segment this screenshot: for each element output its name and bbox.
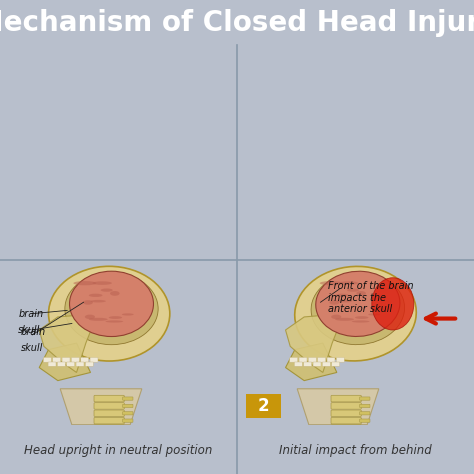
FancyBboxPatch shape xyxy=(360,419,370,422)
Ellipse shape xyxy=(329,300,339,305)
FancyBboxPatch shape xyxy=(239,262,472,425)
Polygon shape xyxy=(297,389,379,425)
Ellipse shape xyxy=(311,273,405,345)
FancyBboxPatch shape xyxy=(81,357,89,362)
Ellipse shape xyxy=(85,315,95,319)
FancyBboxPatch shape xyxy=(331,425,361,431)
Ellipse shape xyxy=(122,313,134,316)
FancyBboxPatch shape xyxy=(332,362,340,366)
Ellipse shape xyxy=(316,271,400,337)
Text: Front of the brain
impacts the
anterior skull: Front of the brain impacts the anterior … xyxy=(328,281,413,314)
Ellipse shape xyxy=(100,289,113,292)
FancyBboxPatch shape xyxy=(313,362,321,366)
Ellipse shape xyxy=(105,320,123,323)
Text: skull: skull xyxy=(18,325,41,335)
Ellipse shape xyxy=(83,300,93,305)
Polygon shape xyxy=(285,314,344,373)
FancyBboxPatch shape xyxy=(44,357,51,362)
Polygon shape xyxy=(285,343,337,381)
Text: 2: 2 xyxy=(257,397,269,415)
FancyBboxPatch shape xyxy=(94,395,124,402)
Text: skull: skull xyxy=(20,343,43,353)
FancyBboxPatch shape xyxy=(90,357,98,362)
FancyBboxPatch shape xyxy=(85,362,93,366)
FancyBboxPatch shape xyxy=(76,362,84,366)
FancyBboxPatch shape xyxy=(123,441,133,444)
Ellipse shape xyxy=(331,315,341,319)
Ellipse shape xyxy=(355,316,368,319)
FancyBboxPatch shape xyxy=(123,404,133,408)
FancyBboxPatch shape xyxy=(331,432,361,438)
FancyBboxPatch shape xyxy=(337,357,344,362)
FancyBboxPatch shape xyxy=(246,394,281,418)
Ellipse shape xyxy=(92,281,112,285)
FancyBboxPatch shape xyxy=(94,425,124,431)
FancyBboxPatch shape xyxy=(327,357,335,362)
Ellipse shape xyxy=(110,291,119,296)
Text: brain: brain xyxy=(18,309,43,319)
Ellipse shape xyxy=(89,318,108,321)
Ellipse shape xyxy=(320,281,343,285)
FancyBboxPatch shape xyxy=(360,441,370,444)
FancyBboxPatch shape xyxy=(360,434,370,437)
FancyBboxPatch shape xyxy=(290,357,298,362)
FancyBboxPatch shape xyxy=(94,439,124,446)
FancyBboxPatch shape xyxy=(62,357,70,362)
Ellipse shape xyxy=(335,294,349,297)
Ellipse shape xyxy=(352,320,370,323)
Ellipse shape xyxy=(335,318,354,321)
FancyBboxPatch shape xyxy=(53,357,61,362)
Text: Initial impact from behind: Initial impact from behind xyxy=(279,444,432,457)
Ellipse shape xyxy=(73,281,96,285)
FancyBboxPatch shape xyxy=(123,426,133,429)
Polygon shape xyxy=(39,343,91,381)
Ellipse shape xyxy=(368,313,380,316)
FancyBboxPatch shape xyxy=(299,357,307,362)
Text: Head upright in neutral position: Head upright in neutral position xyxy=(24,444,213,457)
FancyBboxPatch shape xyxy=(331,439,361,446)
FancyBboxPatch shape xyxy=(318,357,326,362)
Ellipse shape xyxy=(48,266,170,361)
FancyBboxPatch shape xyxy=(94,417,124,424)
Ellipse shape xyxy=(347,289,359,292)
FancyBboxPatch shape xyxy=(331,410,361,417)
FancyBboxPatch shape xyxy=(304,362,312,366)
FancyBboxPatch shape xyxy=(360,397,370,400)
Ellipse shape xyxy=(89,294,102,297)
FancyBboxPatch shape xyxy=(294,362,302,366)
FancyBboxPatch shape xyxy=(309,357,316,362)
FancyBboxPatch shape xyxy=(94,410,124,417)
FancyBboxPatch shape xyxy=(72,357,79,362)
Text: Mechanism of Closed Head Injury: Mechanism of Closed Head Injury xyxy=(0,9,474,36)
FancyBboxPatch shape xyxy=(360,411,370,415)
FancyBboxPatch shape xyxy=(331,402,361,409)
FancyBboxPatch shape xyxy=(322,362,330,366)
Polygon shape xyxy=(60,389,142,425)
FancyBboxPatch shape xyxy=(57,362,65,366)
FancyBboxPatch shape xyxy=(94,402,124,409)
Ellipse shape xyxy=(91,300,106,302)
FancyBboxPatch shape xyxy=(360,404,370,408)
FancyBboxPatch shape xyxy=(48,362,56,366)
Ellipse shape xyxy=(70,271,154,337)
Ellipse shape xyxy=(372,278,414,330)
FancyBboxPatch shape xyxy=(94,432,124,438)
FancyBboxPatch shape xyxy=(123,397,133,400)
FancyBboxPatch shape xyxy=(123,411,133,415)
FancyBboxPatch shape xyxy=(123,419,133,422)
Polygon shape xyxy=(39,314,98,373)
FancyBboxPatch shape xyxy=(123,434,133,437)
Text: brain: brain xyxy=(20,327,46,337)
Ellipse shape xyxy=(295,266,416,361)
FancyBboxPatch shape xyxy=(331,417,361,424)
FancyBboxPatch shape xyxy=(360,426,370,429)
Ellipse shape xyxy=(337,300,352,302)
Ellipse shape xyxy=(339,281,358,285)
FancyBboxPatch shape xyxy=(331,395,361,402)
FancyBboxPatch shape xyxy=(2,262,235,425)
FancyBboxPatch shape xyxy=(67,362,75,366)
Ellipse shape xyxy=(109,316,122,319)
Ellipse shape xyxy=(65,273,158,345)
Ellipse shape xyxy=(356,291,366,296)
